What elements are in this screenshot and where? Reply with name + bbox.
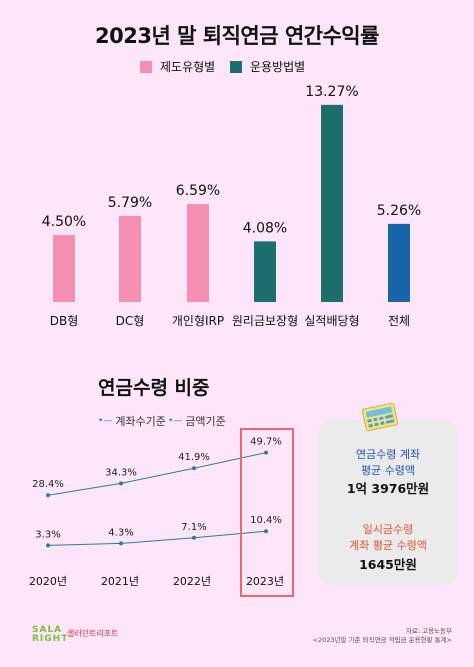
x-tick-label: 2021년: [100, 575, 140, 588]
source-line1: 자료: 고용노동부: [405, 627, 452, 635]
data-label: 7.1%: [181, 522, 206, 533]
data-label: 34.3%: [105, 467, 137, 478]
legend-item-amount: •— 금액기준: [168, 413, 226, 429]
legend-item-method: 운용방법별: [230, 58, 305, 75]
bar: [388, 223, 410, 302]
category-label: 개인형IRP: [172, 314, 224, 328]
bar-value-label: 5.79%: [108, 195, 152, 211]
logo: SALA RIGHT: [32, 625, 69, 644]
legend-marker-icon: •—: [98, 416, 113, 426]
legend-item-accounts: •— 계좌수기준: [98, 413, 166, 429]
data-point: [192, 466, 196, 471]
category-label: 원리금보장형: [232, 314, 298, 328]
info-box: [318, 420, 458, 585]
logo-text: 샐러던트리포트: [67, 629, 119, 638]
bar-value-label: 13.27%: [305, 84, 358, 100]
bar: [321, 104, 343, 302]
bar-value-label: 5.26%: [377, 203, 421, 219]
line-chart: 3.3% 4.3% 7.1% 10.4% 28.4% 34.3% 41.9% 49.7%: [32, 437, 282, 548]
chart-title: 2023년 말 퇴직연금 연간수익률: [95, 24, 379, 48]
category-label: 실적배당형: [304, 314, 359, 328]
data-point: [119, 481, 123, 486]
data-label: 28.4%: [32, 479, 64, 490]
bar-value-label: 6.59%: [176, 183, 220, 199]
legend-label: 금액기준: [185, 415, 226, 428]
data-label: 4.3%: [108, 527, 133, 538]
legend-marker-icon: •—: [168, 416, 183, 426]
data-point: [46, 543, 50, 548]
category-label: DC형: [116, 314, 145, 328]
highlight-box-2023: [240, 428, 294, 597]
section-title: 연금수령 비중: [98, 377, 210, 399]
data-label: 3.3%: [35, 529, 60, 540]
calculator-icon: [361, 402, 399, 432]
legend-item-plan-type: 제도유형별: [140, 58, 215, 75]
category-label: 전체: [388, 314, 410, 328]
info-b-label1: 일시금수령: [362, 523, 414, 536]
info-a-label2: 평균 수령액: [360, 464, 416, 477]
data-point: [119, 541, 123, 546]
data-point: [192, 535, 196, 540]
category-label: DB형: [50, 314, 79, 328]
legend-label: 계좌수기준: [115, 415, 166, 428]
info-b-value: 1645만원: [359, 557, 417, 572]
bar-value-label: 4.50%: [42, 214, 86, 230]
info-b-label2: 계좌 평균 수령액: [349, 539, 427, 552]
series-line: [47, 452, 267, 496]
x-tick-label: 2020년: [28, 575, 68, 588]
legend-label: 운용방법별: [250, 60, 306, 74]
data-point: [264, 529, 268, 534]
data-label: 41.9%: [178, 452, 210, 463]
info-a-value: 1억 3976만원: [346, 481, 430, 496]
bar: [119, 215, 141, 302]
data-point: [264, 450, 268, 455]
legend-label: 제도유형별: [160, 60, 216, 74]
legend-swatch: [140, 60, 152, 73]
bar: [53, 235, 75, 302]
bar: [187, 204, 209, 302]
source-line2: <2023년말 기준 퇴직연금 적립금 운용현황 통계>: [312, 636, 452, 644]
bar-value-label: 4.08%: [243, 220, 287, 236]
data-point: [46, 493, 50, 498]
legend-swatch: [230, 60, 242, 73]
data-label: 49.7%: [250, 437, 282, 448]
bar: [254, 241, 276, 302]
series-line: [47, 530, 267, 546]
x-tick-label: 2023년: [245, 575, 285, 588]
info-a-label1: 연금수령 계좌: [355, 448, 421, 461]
bar-chart: 4.50% DB형 5.79% DC형 6.59% 개인형IRP 4.08% 원리금보장형 13…: [42, 84, 421, 328]
x-tick-label: 2022년: [172, 575, 212, 588]
data-label: 10.4%: [250, 515, 282, 526]
